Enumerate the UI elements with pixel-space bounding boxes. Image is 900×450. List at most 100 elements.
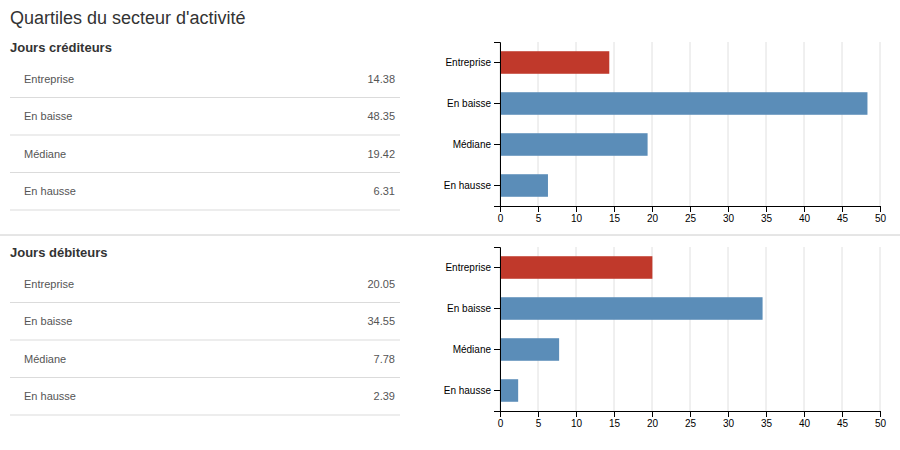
x-tick-label: 50: [875, 213, 887, 224]
x-tick-mark: [652, 411, 653, 417]
x-tick-mark: [842, 411, 843, 417]
x-tick-mark: [880, 206, 881, 212]
row-divider: [10, 340, 400, 341]
x-tick-mark: [842, 206, 843, 212]
x-tick-label: 50: [875, 418, 887, 429]
x-tick-label: 30: [723, 213, 735, 224]
y-tick-label: Médiane: [453, 139, 492, 150]
x-tick-label: 40: [799, 418, 811, 429]
x-axis: 05101520253035404550: [498, 206, 887, 224]
table-value: 7.78: [374, 353, 395, 365]
x-tick-label: 5: [536, 213, 542, 224]
y-tick-label: En hausse: [444, 385, 492, 396]
x-tick-label: 35: [761, 213, 773, 224]
x-tick: 25: [685, 411, 697, 429]
y-tick: En baisse: [447, 303, 500, 314]
x-tick-label: 15: [609, 418, 621, 429]
x-tick-label: 0: [498, 418, 504, 429]
x-axis-line: [501, 207, 881, 213]
grid: [500, 247, 880, 411]
x-axis: 05101520253035404550: [498, 411, 887, 429]
y-tick-mark: [494, 267, 500, 268]
x-tick-mark: [880, 411, 881, 417]
y-tick-label: En baisse: [447, 98, 491, 109]
grid-line: [728, 247, 729, 411]
y-axis-line: [494, 248, 501, 412]
bar: [500, 133, 648, 156]
grid-line: [690, 247, 691, 411]
x-tick: 45: [837, 411, 849, 429]
table-category: En hausse: [24, 390, 76, 402]
x-tick: 20: [647, 411, 659, 429]
x-tick: 45: [837, 206, 849, 224]
y-tick: Entreprise: [445, 262, 500, 273]
x-tick-mark: [614, 206, 615, 212]
x-tick: 10: [571, 206, 583, 224]
y-tick: En hausse: [444, 385, 500, 396]
x-tick-label: 5: [536, 418, 542, 429]
table-value: 48.35: [367, 110, 395, 122]
bar: [500, 338, 559, 361]
x-tick-mark: [538, 206, 539, 212]
y-tick-mark: [494, 308, 500, 309]
table-value: 6.31: [374, 185, 395, 197]
section: Jours débiteursEntreprise20.05En baisse3…: [10, 245, 886, 429]
grid-line: [842, 247, 843, 411]
table-value: 14.38: [367, 73, 395, 85]
y-axis-line: [494, 43, 501, 207]
y-tick-label: Médiane: [453, 344, 492, 355]
x-tick-label: 25: [685, 418, 697, 429]
table-value: 34.55: [367, 315, 395, 327]
y-tick-label: Entreprise: [445, 57, 491, 68]
x-tick: 25: [685, 206, 697, 224]
y-tick-mark: [494, 103, 500, 104]
bars: [500, 256, 763, 402]
x-tick-mark: [766, 411, 767, 417]
grid-line: [728, 42, 729, 206]
grid-line: [766, 42, 767, 206]
grid-line: [804, 42, 805, 206]
grid-line: [880, 42, 881, 206]
x-tick: 15: [609, 411, 621, 429]
y-tick-mark: [494, 349, 500, 350]
grid-line: [842, 42, 843, 206]
table-category: Entreprise: [24, 278, 74, 290]
y-tick-mark: [494, 144, 500, 145]
x-tick-label: 30: [723, 418, 735, 429]
bar: [500, 379, 518, 402]
y-tick: En baisse: [447, 98, 500, 109]
x-tick: 40: [799, 411, 811, 429]
x-tick-mark: [576, 411, 577, 417]
y-tick-mark: [494, 185, 500, 186]
y-tick-label: En hausse: [444, 180, 492, 191]
y-axis: Entreprise En baisse Médiane En hausse: [444, 43, 501, 207]
y-tick-mark: [494, 390, 500, 391]
table-category: En hausse: [24, 185, 76, 197]
x-tick: 35: [761, 411, 773, 429]
x-tick-mark: [690, 206, 691, 212]
grid-line: [880, 247, 881, 411]
bar: [500, 297, 763, 320]
x-tick: 30: [723, 206, 735, 224]
grid-line: [766, 247, 767, 411]
title: Quartiles du secteur d'activité: [10, 8, 246, 28]
row-divider: [10, 210, 400, 211]
table-value: 19.42: [367, 148, 395, 160]
y-axis: Entreprise En baisse Médiane En hausse: [444, 248, 501, 412]
x-tick-label: 0: [498, 213, 504, 224]
x-tick-label: 35: [761, 418, 773, 429]
bar: [500, 256, 652, 279]
section-title: Jours débiteurs: [10, 245, 108, 260]
x-tick: 20: [647, 206, 659, 224]
x-tick: 50: [875, 411, 887, 429]
y-tick: Entreprise: [445, 57, 500, 68]
section: Jours créditeursEntreprise14.38En baisse…: [10, 40, 886, 224]
table-category: Médiane: [24, 353, 66, 365]
x-tick: 0: [498, 411, 504, 429]
x-tick-label: 20: [647, 418, 659, 429]
x-tick-label: 20: [647, 213, 659, 224]
y-tick-label: En baisse: [447, 303, 491, 314]
x-tick-mark: [728, 206, 729, 212]
section-divider: [0, 235, 900, 236]
chart-svg: Quartiles du secteur d'activitéJours cré…: [0, 0, 900, 450]
